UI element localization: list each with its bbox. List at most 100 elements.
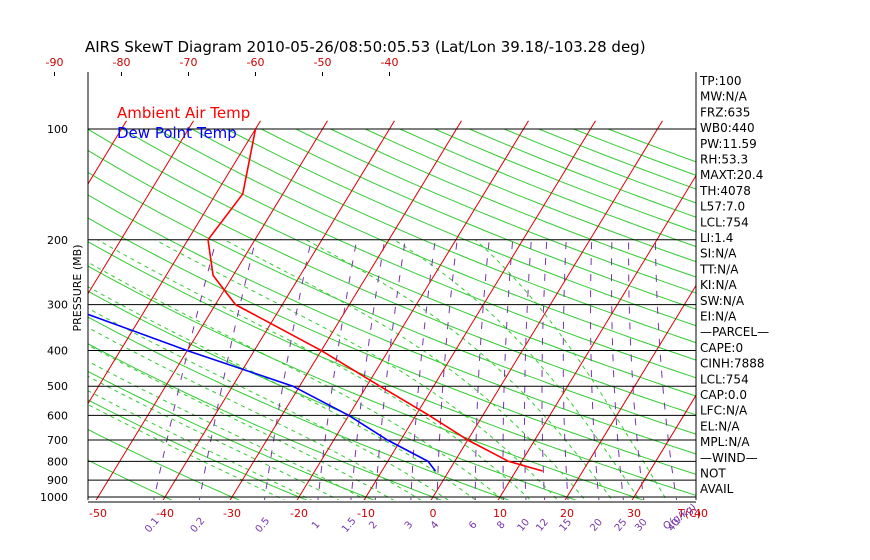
top-temp-tick-label: -90 bbox=[45, 56, 63, 69]
legend-dew-point-temp: Dew Point Temp bbox=[117, 124, 237, 142]
moist-adiabat-line bbox=[224, 239, 586, 500]
bottom-temp-tick-label: 0 bbox=[430, 507, 437, 520]
index-label: PW:11.59 bbox=[700, 137, 757, 151]
mixing-ratio-line bbox=[541, 239, 548, 500]
top-temp-tick-label: -70 bbox=[179, 56, 197, 69]
top-temp-tick-label: -60 bbox=[246, 56, 264, 69]
pressure-tick-label: 900 bbox=[47, 474, 68, 487]
pressure-tick-label: 1000 bbox=[40, 491, 68, 504]
dry-adiabat-line bbox=[191, 128, 696, 344]
mixing-ratio-tick-label: 4 bbox=[429, 519, 442, 531]
mixing-ratio-tick-label: 3 bbox=[403, 519, 416, 531]
dry-adiabat-line bbox=[88, 194, 696, 455]
mixing-ratio-tick-label: 6 bbox=[467, 519, 480, 531]
isotherm-line bbox=[430, 120, 663, 500]
mixing-ratio-line bbox=[610, 239, 624, 500]
index-label: MAXT:20.4 bbox=[700, 168, 763, 182]
moist-adiabat-line bbox=[475, 239, 668, 500]
dry-adiabat-line bbox=[88, 343, 443, 500]
mixing-ratio-line bbox=[589, 239, 600, 500]
index-label: LFC:N/A bbox=[700, 404, 748, 418]
index-label: EL:N/A bbox=[700, 419, 740, 433]
dry-adiabat-line bbox=[156, 128, 696, 361]
mixing-ratio-line bbox=[153, 239, 217, 500]
index-label: —PARCEL— bbox=[700, 325, 769, 339]
bottom-temp-tick-label: 30 bbox=[627, 507, 641, 520]
isotherm-line bbox=[162, 120, 395, 500]
bottom-temp-tick-label: -30 bbox=[223, 507, 241, 520]
index-label: TP:100 bbox=[699, 74, 742, 88]
index-label: CAP:0.0 bbox=[700, 388, 747, 402]
index-label: WB0:440 bbox=[700, 121, 755, 135]
top-temp-tick-label: -40 bbox=[380, 56, 398, 69]
chart-title: AIRS SkewT Diagram 2010-05-26/08:50:05.5… bbox=[85, 38, 646, 56]
top-temp-tick-label: -50 bbox=[313, 56, 331, 69]
dry-adiabat-line bbox=[330, 128, 696, 278]
mixing-ratio-tick-label: 8 bbox=[495, 519, 508, 531]
isotherm-line bbox=[229, 120, 462, 500]
bottom-temp-tick-label: -20 bbox=[290, 507, 308, 520]
index-label: SW:N/A bbox=[700, 294, 745, 308]
dry-adiabat-line bbox=[88, 428, 241, 500]
moist-adiabat-line bbox=[88, 286, 477, 500]
dry-adiabat-line bbox=[88, 265, 645, 500]
bottom-temp-tick-label: -10 bbox=[357, 507, 375, 520]
index-label: RH:53.3 bbox=[700, 153, 748, 167]
index-label: SI:N/A bbox=[700, 247, 737, 261]
mixing-ratio-line bbox=[654, 239, 678, 500]
index-label: MW:N/A bbox=[700, 90, 748, 104]
moist-adiabat-line bbox=[305, 239, 613, 500]
index-label: LCL:754 bbox=[700, 372, 749, 386]
moist-adiabat-line bbox=[88, 261, 504, 500]
isotherm-line bbox=[88, 120, 127, 185]
bottom-temp-tick-label: 20 bbox=[560, 507, 574, 520]
mixing-ratio-line bbox=[474, 239, 490, 500]
mixing-ratio-tick-label: 1 bbox=[310, 519, 323, 531]
series-line-dew-point-temp bbox=[88, 313, 437, 472]
dry-adiabat-line bbox=[88, 459, 173, 500]
index-label: —WIND— bbox=[700, 451, 758, 465]
pressure-tick-label: 200 bbox=[47, 234, 68, 247]
mixing-ratio-line bbox=[524, 239, 532, 500]
isotherm-line bbox=[363, 120, 596, 500]
isotherm-line bbox=[88, 120, 194, 295]
dry-adiabat-line bbox=[88, 149, 696, 416]
index-label: FRZ:635 bbox=[700, 105, 750, 119]
dry-adiabat-line bbox=[226, 128, 696, 327]
isotherm-line bbox=[296, 120, 529, 500]
moist-adiabat-line bbox=[88, 307, 449, 500]
pressure-tick-label: 600 bbox=[47, 409, 68, 422]
index-label: MPL:N/A bbox=[700, 435, 750, 449]
dry-adiabat-line bbox=[88, 128, 696, 397]
index-label: AVAIL bbox=[700, 482, 734, 496]
isotherm-line bbox=[88, 120, 261, 405]
moist-adiabat-line bbox=[88, 375, 340, 500]
mixing-ratio-line bbox=[436, 239, 458, 500]
mixing-ratio-tick-label: 2 bbox=[367, 519, 380, 531]
mixing-ratio-tick-label: 0.2 bbox=[189, 516, 208, 535]
y-axis-label: PRESSURE (MB) bbox=[71, 245, 84, 332]
bottom-temp-tick-label: -40 bbox=[156, 507, 174, 520]
mixing-ratio-tick-label: 0.5 bbox=[254, 516, 273, 535]
series-line-ambient-air-temp bbox=[207, 128, 543, 472]
mixing-ratio-line bbox=[198, 239, 257, 500]
dry-adiabat-line bbox=[434, 128, 696, 233]
mixing-ratio-line bbox=[562, 239, 569, 500]
moist-adiabat-line bbox=[393, 239, 641, 500]
dry-adiabat-line bbox=[88, 316, 510, 500]
series-layer bbox=[88, 128, 543, 472]
mixing-ratio-line bbox=[317, 239, 358, 500]
pressure-tick-label: 100 bbox=[47, 123, 68, 136]
moist-adiabat-line bbox=[88, 360, 367, 500]
axis-layer: -120-110-100-90-80-70-60-50-40-50-40-30-… bbox=[45, 56, 708, 535]
dry-adiabat-line bbox=[88, 290, 578, 500]
dry-adiabat-line bbox=[88, 399, 308, 500]
dry-adiabat-line bbox=[122, 128, 696, 379]
grid-layer bbox=[0, 120, 696, 505]
isotherm-line bbox=[0, 121, 59, 505]
isotherm-line bbox=[631, 394, 696, 500]
mixing-ratio-line bbox=[374, 239, 406, 500]
pressure-tick-label: 300 bbox=[47, 299, 68, 312]
